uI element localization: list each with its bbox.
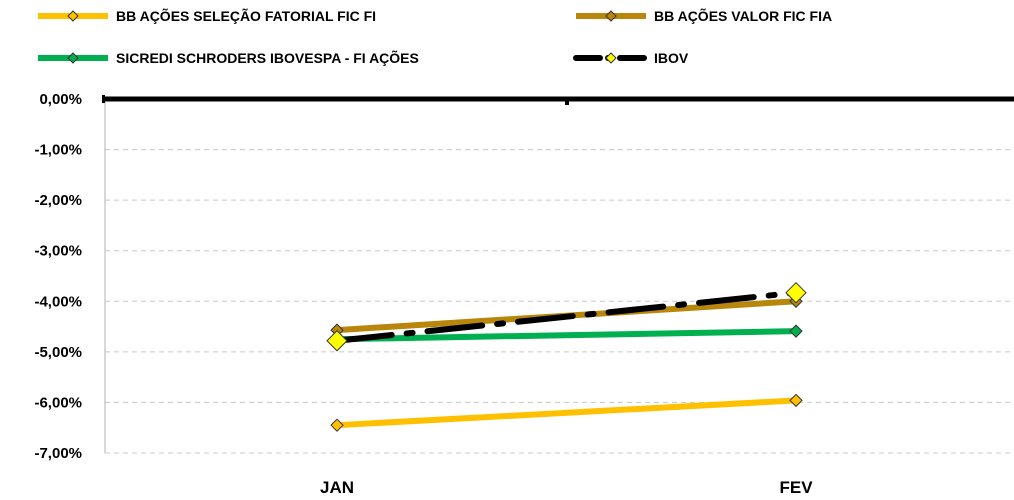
y-tick-label: -4,00%: [34, 293, 82, 310]
gridlines: [105, 149, 1014, 454]
legend-item-0: BB AÇÕES SELEÇÃO FATORIAL FIC FI: [38, 7, 376, 24]
data-point: [330, 418, 344, 432]
legend-item-2: SICREDI SCHRODERS IBOVESPA - FI AÇÕES: [38, 49, 419, 66]
series-3: [326, 281, 807, 352]
legend-item-3: IBOV: [573, 50, 689, 66]
y-tick-label: -5,00%: [34, 344, 82, 361]
legend-item-1: BB AÇÕES VALOR FIC FIA: [576, 7, 832, 24]
legend-marker: [605, 10, 617, 22]
series-line: [336, 397, 797, 429]
data-point: [326, 330, 348, 352]
legend-marker: [605, 52, 617, 64]
axes: [102, 95, 1014, 453]
y-tick-label: -1,00%: [34, 142, 82, 159]
series-0: [330, 393, 803, 432]
legend-label: SICREDI SCHRODERS IBOVESPA - FI AÇÕES: [116, 49, 419, 66]
legend-label: BB AÇÕES VALOR FIC FIA: [654, 7, 832, 24]
y-tick-label: 0,00%: [39, 91, 82, 108]
y-tick-label: -6,00%: [34, 394, 82, 411]
data-point: [789, 393, 803, 408]
legend-label: IBOV: [654, 50, 689, 66]
x-tick-label: JAN: [320, 478, 354, 497]
series-line: [334, 289, 799, 344]
y-tick-label: -2,00%: [34, 192, 82, 209]
legend: BB AÇÕES SELEÇÃO FATORIAL FIC FI BB AÇÕES…: [38, 7, 832, 66]
y-tick-label: -7,00%: [34, 445, 82, 462]
y-axis-ticks: 0,00% -1,00% -2,00% -3,00% -4,00% -5,00% -6,00…: [34, 91, 82, 462]
legend-marker: [67, 10, 79, 22]
legend-label: BB AÇÕES SELEÇÃO FATORIAL FIC FI: [116, 7, 376, 24]
x-axis-ticks: JAN FEV: [320, 478, 813, 497]
y-tick-label: -3,00%: [34, 243, 82, 260]
x-tick-label: FEV: [779, 478, 813, 497]
legend-marker: [67, 52, 79, 64]
data-point: [789, 324, 803, 338]
axis-tick-mark: [102, 95, 105, 103]
data-point: [785, 281, 807, 304]
series-line: [336, 328, 797, 343]
axis-tick-mark: [565, 99, 569, 105]
series-group: [326, 281, 807, 432]
